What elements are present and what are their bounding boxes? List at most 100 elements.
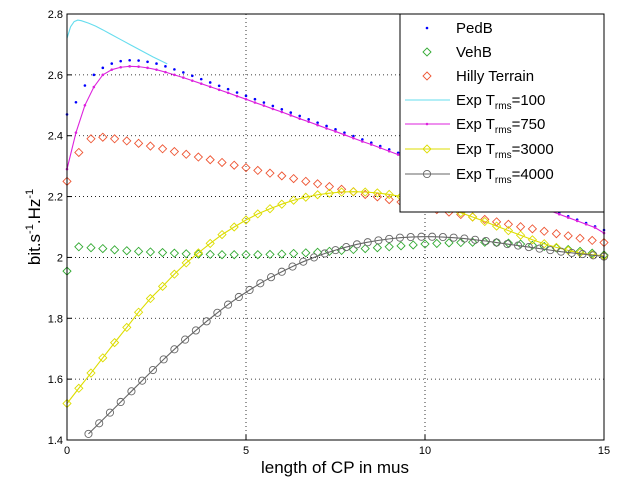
- data-point-exp-trms-750: [593, 226, 597, 229]
- data-point-exp-trms-4000: [116, 397, 125, 407]
- data-point-exp-trms-3000: [229, 222, 239, 232]
- data-point-exp-trms-4000: [503, 239, 512, 249]
- data-point-exp-trms-750: [298, 117, 302, 120]
- legend-marker-hilly-terrain: [422, 71, 432, 81]
- data-point-hilly-terrain: [503, 219, 514, 229]
- data-point-exp-trms-750: [343, 133, 346, 137]
- data-point-vehb: [408, 240, 418, 250]
- data-point-exp-trms-4000: [481, 236, 490, 246]
- data-point-pedb: [217, 84, 221, 88]
- data-point-pedb: [378, 144, 382, 148]
- data-point-exp-trms-3000: [301, 192, 311, 202]
- data-point-vehb: [372, 243, 383, 253]
- legend-label-exp-trms-3000: Exp Trms=3000: [456, 141, 554, 161]
- data-point-exp-trms-750: [217, 88, 221, 92]
- data-point-exp-trms-750: [92, 85, 96, 89]
- data-point-exp-trms-4000: [417, 232, 426, 241]
- data-point-exp-trms-750: [575, 219, 579, 223]
- data-point-exp-trms-3000: [348, 187, 359, 197]
- data-point-exp-trms-4000: [213, 308, 222, 317]
- data-point-exp-trms-4000: [514, 241, 523, 250]
- data-point-exp-trms-750: [155, 68, 158, 71]
- data-point-exp-trms-3000: [503, 226, 514, 236]
- data-point-hilly-terrain: [133, 138, 144, 148]
- data-point-exp-trms-750: [146, 66, 149, 70]
- data-point-pedb: [191, 74, 194, 78]
- data-point-exp-trms-3000: [217, 229, 227, 240]
- data-point-exp-trms-4000: [84, 429, 93, 438]
- data-point-pedb: [325, 124, 328, 128]
- data-point-hilly-terrain: [301, 176, 311, 186]
- data-point-exp-trms-3000: [336, 187, 347, 197]
- data-point-exp-trms-750: [280, 110, 284, 114]
- data-point-exp-trms-3000: [467, 212, 478, 222]
- data-point-exp-trms-4000: [299, 257, 308, 266]
- data-point-exp-trms-4000: [535, 244, 544, 253]
- data-point-pedb: [244, 94, 248, 98]
- data-point-exp-trms-4000: [191, 326, 200, 335]
- data-point-exp-trms-4000: [224, 300, 233, 309]
- data-point-vehb: [193, 249, 204, 259]
- data-point-exp-trms-4000: [406, 232, 415, 242]
- data-point-exp-trms-750: [387, 149, 391, 153]
- data-point-exp-trms-3000: [253, 209, 263, 219]
- data-point-pedb: [146, 60, 149, 64]
- data-point-vehb: [432, 238, 442, 249]
- y-axis-label-part-3: .Hz: [25, 199, 44, 225]
- data-point-vehb: [265, 249, 275, 260]
- y-tick-label: 2.8: [48, 9, 63, 21]
- legend-label-main: Exp T: [456, 141, 495, 158]
- data-point-exp-trms-750: [557, 212, 561, 216]
- data-point-exp-trms-750: [325, 127, 328, 130]
- data-point-exp-trms-4000: [449, 233, 458, 242]
- legend-label-exp-trms-750: Exp Trms=750: [456, 116, 545, 136]
- y-axis-label-part-4: -1: [24, 189, 36, 199]
- data-point-exp-trms-750: [74, 131, 78, 134]
- data-point-exp-trms-750: [208, 85, 212, 89]
- data-point-exp-trms-4000: [105, 408, 115, 417]
- data-point-exp-trms-3000: [122, 322, 132, 333]
- data-point-exp-trms-3000: [491, 221, 502, 231]
- legend-marker-exp-trms-750: [425, 122, 429, 126]
- x-tick-label: 15: [598, 445, 610, 457]
- data-point-exp-trms-4000: [181, 335, 190, 344]
- y-tick-label: 2: [57, 252, 63, 264]
- data-point-vehb: [169, 248, 180, 258]
- data-point-vehb: [229, 250, 239, 260]
- legend-marker-vehb: [422, 47, 432, 57]
- data-point-vehb: [301, 248, 311, 258]
- data-point-exp-trms-3000: [515, 230, 526, 240]
- data-point-pedb: [137, 59, 140, 62]
- data-point-hilly-terrain: [122, 136, 132, 146]
- data-point-vehb: [98, 243, 108, 254]
- data-point-exp-trms-750: [83, 103, 87, 107]
- data-point-vehb: [444, 238, 454, 248]
- data-point-pedb: [83, 84, 87, 87]
- data-point-exp-trms-4000: [331, 246, 340, 255]
- data-point-hilly-terrain: [145, 141, 156, 151]
- data-point-exp-trms-4000: [363, 238, 372, 247]
- data-point-exp-trms-4000: [546, 246, 555, 255]
- data-point-exp-trms-4000: [138, 376, 147, 385]
- data-point-exp-trms-3000: [205, 238, 215, 249]
- data-point-vehb: [133, 246, 144, 256]
- data-point-hilly-terrain: [587, 235, 597, 246]
- data-point-hilly-terrain: [86, 134, 96, 144]
- data-point-hilly-terrain: [74, 147, 84, 158]
- data-point-exp-trms-4000: [202, 317, 211, 326]
- data-point-pedb: [128, 58, 131, 62]
- data-point-exp-trms-4000: [288, 262, 297, 271]
- data-point-pedb: [253, 97, 257, 101]
- y-axis-label-part-2: -1: [24, 224, 36, 234]
- data-point-vehb: [384, 242, 394, 252]
- data-point-pedb: [110, 62, 114, 65]
- data-point-pedb: [316, 121, 319, 124]
- data-point-hilly-terrain: [169, 146, 180, 157]
- data-point-exp-trms-4000: [385, 234, 394, 243]
- series-line-exp-trms-100: [66, 19, 168, 65]
- data-point-exp-trms-4000: [492, 238, 501, 247]
- data-point-hilly-terrain: [539, 226, 549, 236]
- data-point-exp-trms-4000: [567, 248, 576, 257]
- data-point-exp-trms-3000: [277, 199, 287, 209]
- data-point-hilly-terrain: [98, 132, 108, 142]
